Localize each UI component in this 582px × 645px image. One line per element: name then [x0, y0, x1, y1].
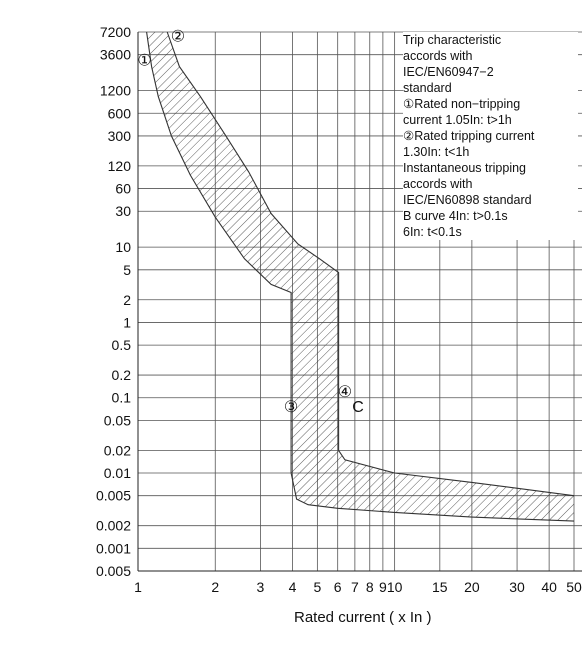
annotation-line: standard [403, 81, 452, 95]
y-tick-label: 0.005 [96, 563, 131, 579]
x-tick-label: 2 [211, 579, 219, 595]
curve-label: ④ [338, 384, 352, 401]
y-tick-label: 30 [115, 203, 131, 219]
annotation-line: current 1.05In: t>1h [403, 113, 512, 127]
annotation-line: 1.30In: t<1h [403, 145, 470, 159]
annotation-line: Instantaneous tripping [403, 161, 527, 175]
y-tick-label: 300 [108, 128, 132, 144]
x-tick-label: 7 [351, 579, 359, 595]
x-axis-title: Rated current ( x In ) [294, 609, 432, 626]
x-tick-label: 40 [541, 579, 557, 595]
annotation-line: accords with [403, 49, 473, 63]
x-tick-label: 5 [313, 579, 321, 595]
y-tick-label: 1200 [100, 83, 131, 99]
lower-boundary-line [146, 31, 575, 522]
curve-label: C [352, 399, 364, 416]
x-tick-label: 15 [432, 579, 448, 595]
y-tick-label: 0.5 [112, 337, 132, 353]
y-tick-labels: 7200 3600 1200 600 300 120 60 30 10 5 2 1 0.5 0.2 0.1 0… [96, 24, 131, 579]
y-tick-label: 0.02 [104, 442, 131, 458]
y-tick-label: 0.05 [104, 412, 131, 428]
annotation-line: 6In: t<0.1s [403, 225, 462, 239]
x-tick-label: 8 [366, 579, 374, 595]
y-tick-label: 5 [123, 262, 131, 278]
annotation-line: IEC/EN60898 standard [403, 193, 532, 207]
annotation-line: B curve 4In: t>0.1s [403, 209, 508, 223]
curve-labels: ① ② ③ ④C [137, 28, 363, 416]
y-tick-label: 0.1 [112, 390, 132, 406]
x-tick-label: 50 [566, 579, 582, 595]
y-tick-label: 600 [108, 105, 132, 121]
trip-band [146, 31, 575, 522]
y-tick-label: 0.001 [96, 540, 131, 556]
x-tick-label: 3 [257, 579, 265, 595]
y-tick-label: 0.002 [96, 518, 131, 534]
y-tick-label: 60 [115, 181, 131, 197]
y-tick-label: 10 [115, 239, 131, 255]
y-tick-label: 120 [108, 158, 132, 174]
curve-label: ③ [284, 399, 298, 416]
upper-boundary-line [166, 31, 575, 497]
annotation-line: accords with [403, 177, 473, 191]
curve-label: ① [137, 53, 151, 70]
y-tick-label: 3600 [100, 47, 131, 63]
y-tick-label: 0.01 [104, 465, 131, 481]
y-tick-label: 2 [123, 292, 131, 308]
y-tick-label: 7200 [100, 24, 131, 40]
curve-label: ② [171, 28, 185, 45]
x-tick-label: 30 [509, 579, 525, 595]
x-tick-label: 6 [334, 579, 342, 595]
annotation-line: IEC/EN60947−2 [403, 65, 494, 79]
x-tick-label: 9 [379, 579, 387, 595]
x-tick-label: 20 [464, 579, 480, 595]
x-tick-label: 4 [289, 579, 297, 595]
chart-annotation: Trip characteristic accords with IEC/EN609… [403, 32, 578, 240]
x-tick-labels: 1 2 3 4 5 6 7 8 9 10 15 20 30 40 50 [134, 579, 582, 595]
annotation-line: ①Rated non−tripping [403, 97, 521, 111]
x-tick-label: 10 [387, 579, 403, 595]
annotation-line: ②Rated tripping current [403, 129, 535, 143]
x-tick-label: 1 [134, 579, 142, 595]
y-tick-label: 0.005 [96, 488, 131, 504]
y-tick-label: 0.2 [112, 367, 132, 383]
y-tick-label: 1 [123, 314, 131, 330]
annotation-line: Trip characteristic [403, 33, 502, 47]
